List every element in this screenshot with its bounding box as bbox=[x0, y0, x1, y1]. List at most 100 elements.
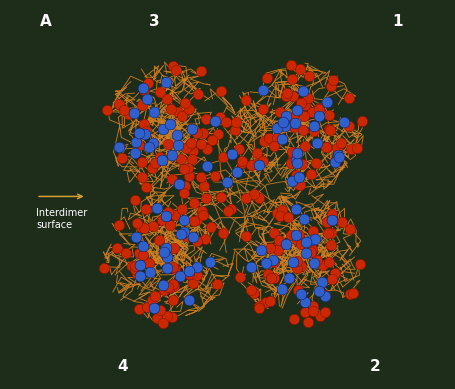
Point bbox=[269, 257, 276, 263]
Point bbox=[167, 314, 175, 320]
Point bbox=[323, 219, 330, 225]
Point bbox=[113, 245, 121, 251]
Point bbox=[278, 136, 285, 142]
Point bbox=[297, 263, 304, 269]
Point bbox=[289, 93, 297, 99]
Text: 4: 4 bbox=[117, 359, 128, 373]
Point bbox=[146, 269, 153, 275]
Point bbox=[185, 268, 192, 275]
Point bbox=[218, 230, 226, 237]
Point bbox=[185, 106, 192, 112]
Point bbox=[168, 175, 175, 182]
Point bbox=[288, 178, 295, 184]
Point bbox=[223, 207, 231, 214]
Point bbox=[217, 88, 225, 94]
Point bbox=[273, 210, 280, 216]
Point bbox=[190, 200, 197, 207]
Point bbox=[163, 96, 170, 102]
Point bbox=[211, 173, 218, 179]
Point bbox=[310, 260, 317, 266]
Point bbox=[181, 100, 188, 106]
Point bbox=[176, 273, 183, 279]
Point bbox=[145, 259, 152, 266]
Point bbox=[313, 139, 320, 145]
Text: Interdimer
surface: Interdimer surface bbox=[36, 208, 87, 230]
Point bbox=[276, 109, 283, 115]
Point bbox=[138, 102, 145, 108]
Point bbox=[174, 109, 182, 115]
Point bbox=[288, 114, 296, 120]
Point bbox=[265, 135, 272, 141]
Point bbox=[273, 135, 280, 142]
Point bbox=[318, 279, 325, 285]
Point bbox=[185, 272, 192, 278]
Point bbox=[320, 293, 328, 299]
Point bbox=[285, 275, 292, 281]
Point bbox=[266, 298, 273, 304]
Point bbox=[327, 230, 334, 236]
Point bbox=[180, 190, 187, 196]
Point bbox=[211, 117, 218, 124]
Point bbox=[141, 131, 148, 137]
Point bbox=[202, 163, 210, 169]
Point bbox=[322, 144, 329, 150]
Point bbox=[293, 107, 300, 114]
Point bbox=[250, 191, 258, 197]
Point bbox=[150, 109, 157, 115]
Point bbox=[309, 228, 316, 235]
Point bbox=[314, 105, 322, 111]
Point bbox=[258, 158, 266, 164]
Point bbox=[325, 125, 332, 131]
Point bbox=[164, 141, 171, 147]
Point bbox=[182, 233, 189, 239]
Point bbox=[287, 159, 294, 166]
Point bbox=[186, 142, 193, 149]
Point bbox=[213, 131, 221, 137]
Point bbox=[208, 137, 215, 143]
Point bbox=[131, 263, 138, 270]
Point bbox=[296, 291, 303, 297]
Point bbox=[162, 79, 169, 85]
Point bbox=[148, 165, 155, 171]
Point bbox=[254, 162, 262, 168]
Text: 1: 1 bbox=[392, 14, 402, 29]
Point bbox=[153, 315, 160, 321]
Point bbox=[270, 275, 277, 281]
Point bbox=[263, 75, 270, 81]
Point bbox=[259, 106, 266, 112]
Point bbox=[177, 231, 184, 237]
Point bbox=[297, 100, 304, 106]
Point bbox=[140, 86, 147, 93]
Point bbox=[170, 245, 177, 251]
Point bbox=[118, 155, 126, 161]
Point bbox=[158, 217, 165, 223]
Point bbox=[231, 127, 238, 133]
Point bbox=[269, 259, 277, 265]
Point bbox=[293, 258, 300, 264]
Point bbox=[310, 123, 318, 129]
Point bbox=[155, 237, 162, 243]
Point bbox=[197, 174, 204, 180]
Point bbox=[250, 289, 258, 296]
Point bbox=[301, 143, 308, 149]
Point bbox=[311, 236, 318, 242]
Point bbox=[356, 261, 363, 267]
Point bbox=[328, 276, 335, 282]
Point bbox=[330, 158, 338, 164]
Point bbox=[335, 154, 342, 160]
Point bbox=[252, 161, 259, 167]
Point bbox=[207, 224, 214, 230]
Point bbox=[247, 287, 254, 293]
Point bbox=[164, 284, 171, 291]
Point bbox=[320, 292, 328, 298]
Point bbox=[185, 296, 192, 303]
Point bbox=[304, 73, 312, 79]
Point bbox=[278, 207, 285, 213]
Point bbox=[181, 229, 188, 235]
Point bbox=[115, 101, 122, 107]
Point bbox=[299, 127, 306, 133]
Point bbox=[193, 130, 200, 136]
Point bbox=[180, 217, 187, 224]
Point bbox=[328, 210, 335, 217]
Point bbox=[116, 222, 123, 228]
